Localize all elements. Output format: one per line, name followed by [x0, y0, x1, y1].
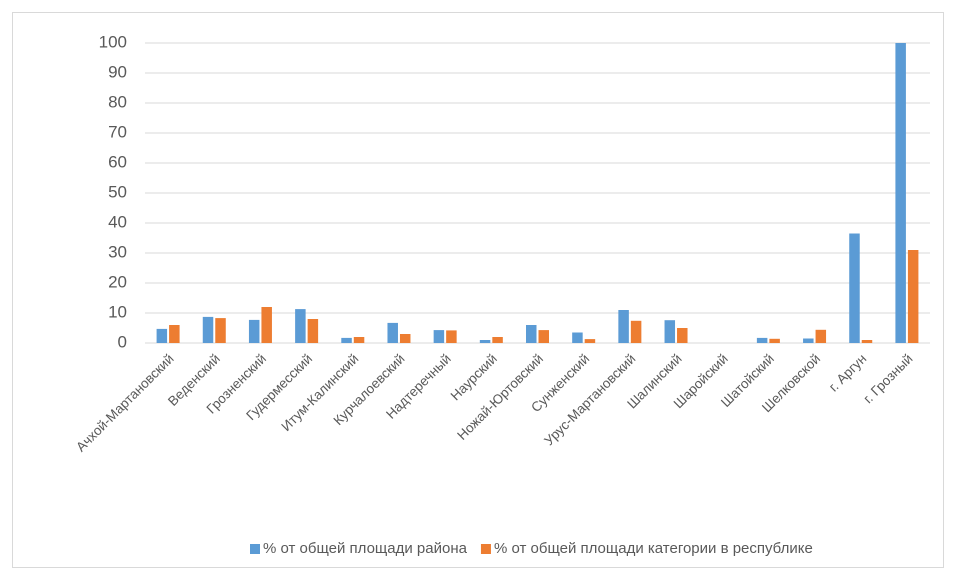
bar — [202, 316, 214, 343]
bar — [861, 340, 873, 343]
bar — [433, 330, 445, 343]
bar — [677, 328, 688, 343]
bar — [169, 325, 180, 343]
bar — [492, 337, 503, 343]
bar — [572, 332, 583, 343]
bar — [307, 319, 319, 343]
legend-swatch — [480, 544, 491, 554]
bar — [803, 338, 814, 343]
bar — [479, 340, 491, 343]
y-tick-label: 80 — [108, 92, 127, 111]
bar — [907, 250, 919, 343]
legend-swatch — [250, 544, 260, 554]
bar — [387, 322, 398, 343]
bar — [526, 325, 537, 343]
bar — [584, 339, 596, 343]
bar — [664, 320, 676, 343]
bar — [261, 307, 272, 343]
bar — [630, 320, 642, 343]
bar — [849, 233, 860, 343]
y-tick-label: 60 — [108, 152, 127, 171]
bar — [248, 319, 260, 343]
y-tick-label: 50 — [108, 182, 127, 201]
y-tick-label: 70 — [108, 122, 127, 141]
bar — [341, 337, 352, 343]
chart-border — [12, 12, 944, 568]
bar — [295, 309, 306, 343]
y-tick-label: 0 — [118, 332, 127, 351]
legend-label: % от общей площади категории в республик… — [494, 540, 813, 557]
bar — [618, 310, 629, 343]
bar — [895, 43, 906, 343]
y-tick-label: 30 — [108, 242, 127, 261]
y-tick-label: 10 — [108, 302, 127, 321]
y-tick-label: 20 — [108, 272, 127, 291]
bar — [353, 337, 365, 343]
y-tick-label: 90 — [108, 62, 127, 81]
bar — [215, 318, 226, 343]
y-tick-label: 100 — [99, 32, 127, 51]
bar — [399, 334, 411, 343]
y-tick-label: 40 — [108, 212, 127, 231]
bar — [756, 337, 768, 343]
legend-label: % от общей площади района — [263, 540, 468, 557]
bar — [538, 330, 549, 343]
bar — [446, 330, 457, 343]
bar — [815, 329, 827, 343]
bar — [156, 328, 168, 343]
bar — [769, 338, 780, 343]
